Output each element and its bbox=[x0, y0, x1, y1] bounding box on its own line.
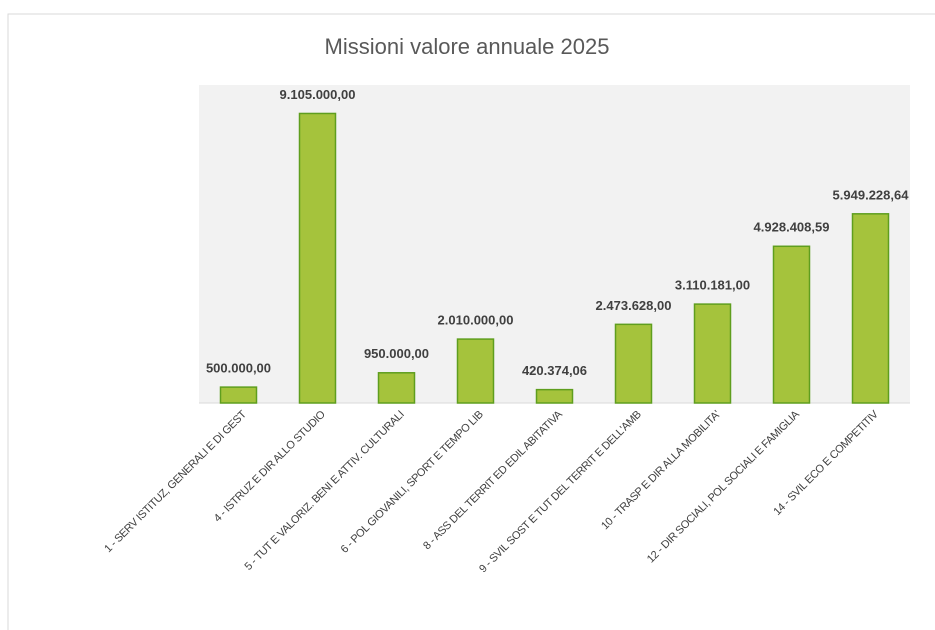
data-label: 2.010.000,00 bbox=[438, 313, 514, 328]
data-label: 9.105.000,00 bbox=[280, 87, 356, 102]
data-label: 950.000,00 bbox=[364, 346, 429, 361]
data-label: 3.110.181,00 bbox=[675, 278, 750, 293]
bar bbox=[693, 303, 732, 404]
data-label: 500.000,00 bbox=[206, 361, 271, 376]
bar bbox=[298, 112, 337, 404]
data-label: 420.374,06 bbox=[522, 363, 587, 378]
bar bbox=[377, 372, 416, 404]
bar bbox=[614, 323, 653, 404]
bar bbox=[219, 386, 258, 404]
bar bbox=[772, 245, 811, 404]
bar bbox=[535, 388, 574, 404]
bar bbox=[456, 338, 495, 404]
bar bbox=[851, 213, 890, 404]
data-label: 4.928.408,59 bbox=[754, 220, 830, 235]
data-label: 5.949.228,64 bbox=[833, 187, 910, 202]
data-label: 2.473.628,00 bbox=[596, 298, 672, 313]
chart-title: Missioni valore annuale 2025 bbox=[325, 34, 610, 59]
